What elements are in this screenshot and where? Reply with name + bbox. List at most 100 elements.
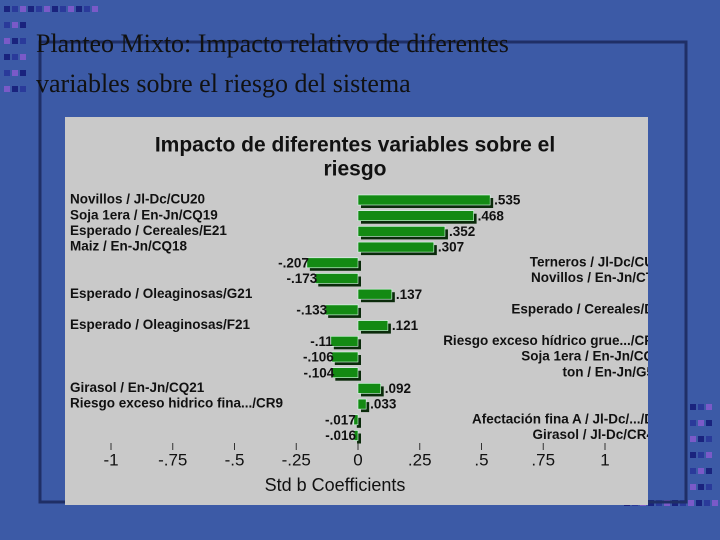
decor-square bbox=[690, 484, 696, 490]
decor-square bbox=[12, 22, 18, 28]
bar bbox=[332, 367, 359, 379]
decor-square bbox=[4, 38, 10, 44]
x-tick-label: 0 bbox=[353, 450, 362, 469]
decor-square bbox=[698, 484, 704, 490]
decor-square bbox=[12, 38, 18, 44]
bar bbox=[330, 335, 359, 347]
decor-square bbox=[4, 22, 10, 28]
value-label: -.106 bbox=[303, 350, 334, 365]
decor-square bbox=[20, 22, 26, 28]
value-label: -.017 bbox=[325, 412, 356, 427]
decor-square bbox=[12, 54, 18, 60]
bar bbox=[357, 194, 491, 206]
value-label: .468 bbox=[478, 208, 505, 223]
bar bbox=[357, 320, 389, 331]
value-label: -.207 bbox=[278, 255, 309, 270]
value-label: -.133 bbox=[296, 302, 327, 317]
decor-square bbox=[706, 404, 712, 410]
chart-title: riesgo bbox=[323, 158, 386, 181]
category-label: Girasol / Jl-Dc/CR4 bbox=[532, 427, 654, 442]
decor-square bbox=[28, 6, 34, 12]
bar bbox=[357, 210, 474, 221]
decor-square bbox=[12, 70, 18, 76]
x-tick-label: 1 bbox=[600, 450, 609, 469]
decor-square bbox=[706, 436, 712, 442]
bar bbox=[357, 383, 382, 394]
bar-shadow bbox=[356, 417, 361, 428]
bar bbox=[353, 430, 359, 441]
bar bbox=[357, 288, 393, 300]
category-label: Esperado / Oleaginosas/G21 bbox=[70, 286, 253, 301]
value-label: .137 bbox=[396, 287, 422, 302]
category-label: Afectación fina A / Jl-Dc/.../D bbox=[472, 411, 654, 426]
bar bbox=[357, 241, 435, 253]
decor-square bbox=[690, 452, 696, 458]
x-tick-label: .5 bbox=[474, 450, 488, 469]
chart: Impacto de diferentes variables sobre el… bbox=[70, 134, 655, 495]
decor-square bbox=[698, 420, 704, 426]
decor-square bbox=[698, 404, 704, 410]
x-tick-label: .25 bbox=[408, 450, 432, 469]
decor-square bbox=[44, 6, 50, 12]
decor-square bbox=[698, 452, 704, 458]
decor-square bbox=[4, 86, 10, 92]
decor-square bbox=[698, 468, 704, 474]
decor-square bbox=[12, 6, 18, 12]
decor-square bbox=[84, 6, 90, 12]
decor-square bbox=[20, 86, 26, 92]
category-label: Soja 1era / En-Jn/CQ bbox=[521, 349, 654, 364]
decor-square bbox=[76, 6, 82, 12]
category-label: Soja 1era / En-Jn/CQ19 bbox=[70, 207, 218, 222]
x-tick-label: -.25 bbox=[282, 450, 311, 469]
decor-square bbox=[690, 404, 696, 410]
decor-square bbox=[690, 468, 696, 474]
decor-square bbox=[68, 6, 74, 12]
category-label: Novillos / Jl-Dc/CU20 bbox=[70, 192, 205, 207]
bar-shadow bbox=[357, 433, 361, 444]
category-label: Riesgo exceso hídrico grue.../CR bbox=[443, 333, 654, 348]
decor-square bbox=[688, 500, 694, 506]
value-label: .535 bbox=[494, 193, 521, 208]
category-label: Girasol / En-Jn/CQ21 bbox=[70, 380, 205, 395]
x-tick-label: .75 bbox=[531, 450, 555, 469]
decor-squares bbox=[4, 6, 718, 506]
value-label: -.104 bbox=[304, 365, 335, 380]
bar bbox=[357, 398, 367, 410]
value-label: .121 bbox=[392, 318, 419, 333]
decor-square bbox=[4, 6, 10, 12]
decor-square bbox=[696, 500, 702, 506]
category-label: Riesgo exceso hidrico fina.../CR9 bbox=[70, 396, 283, 411]
decor-square bbox=[92, 6, 98, 12]
slide-title: variables sobre el riesgo del sistema bbox=[36, 69, 411, 98]
decor-square bbox=[20, 38, 26, 44]
category-label: Terneros / Jl-Dc/CU bbox=[530, 254, 654, 269]
decor-square bbox=[706, 484, 712, 490]
value-label: .307 bbox=[438, 240, 464, 255]
decor-square bbox=[4, 70, 10, 76]
bar bbox=[314, 273, 359, 284]
value-label: .033 bbox=[370, 397, 397, 412]
value-label: .092 bbox=[385, 381, 411, 396]
decor-square bbox=[712, 500, 718, 506]
decor-square bbox=[704, 500, 710, 506]
category-label: Novillos / En-Jn/CT bbox=[531, 270, 655, 285]
slide-title: Planteo Mixto: Impacto relativo de difer… bbox=[36, 29, 509, 58]
category-label: Esperado / Cereales/D bbox=[511, 301, 654, 316]
decor-square bbox=[690, 420, 696, 426]
category-label: Maiz / En-Jn/CQ18 bbox=[70, 239, 188, 254]
decor-square bbox=[4, 54, 10, 60]
value-label: -.173 bbox=[286, 271, 317, 286]
x-tick-label: -1 bbox=[103, 450, 118, 469]
decor-square bbox=[690, 436, 696, 442]
decor-square bbox=[20, 70, 26, 76]
bar bbox=[306, 257, 359, 269]
chart-title: Impacto de diferentes variables sobre el bbox=[155, 134, 555, 157]
bar bbox=[357, 226, 446, 237]
category-label: ton / En-Jn/G5 bbox=[562, 364, 654, 379]
bar bbox=[353, 414, 359, 426]
value-label: .352 bbox=[449, 224, 475, 239]
value-label: -.11 bbox=[310, 334, 333, 349]
decor-square bbox=[20, 6, 26, 12]
decor-square bbox=[20, 54, 26, 60]
x-axis-label: Std b Coefficients bbox=[265, 475, 406, 495]
